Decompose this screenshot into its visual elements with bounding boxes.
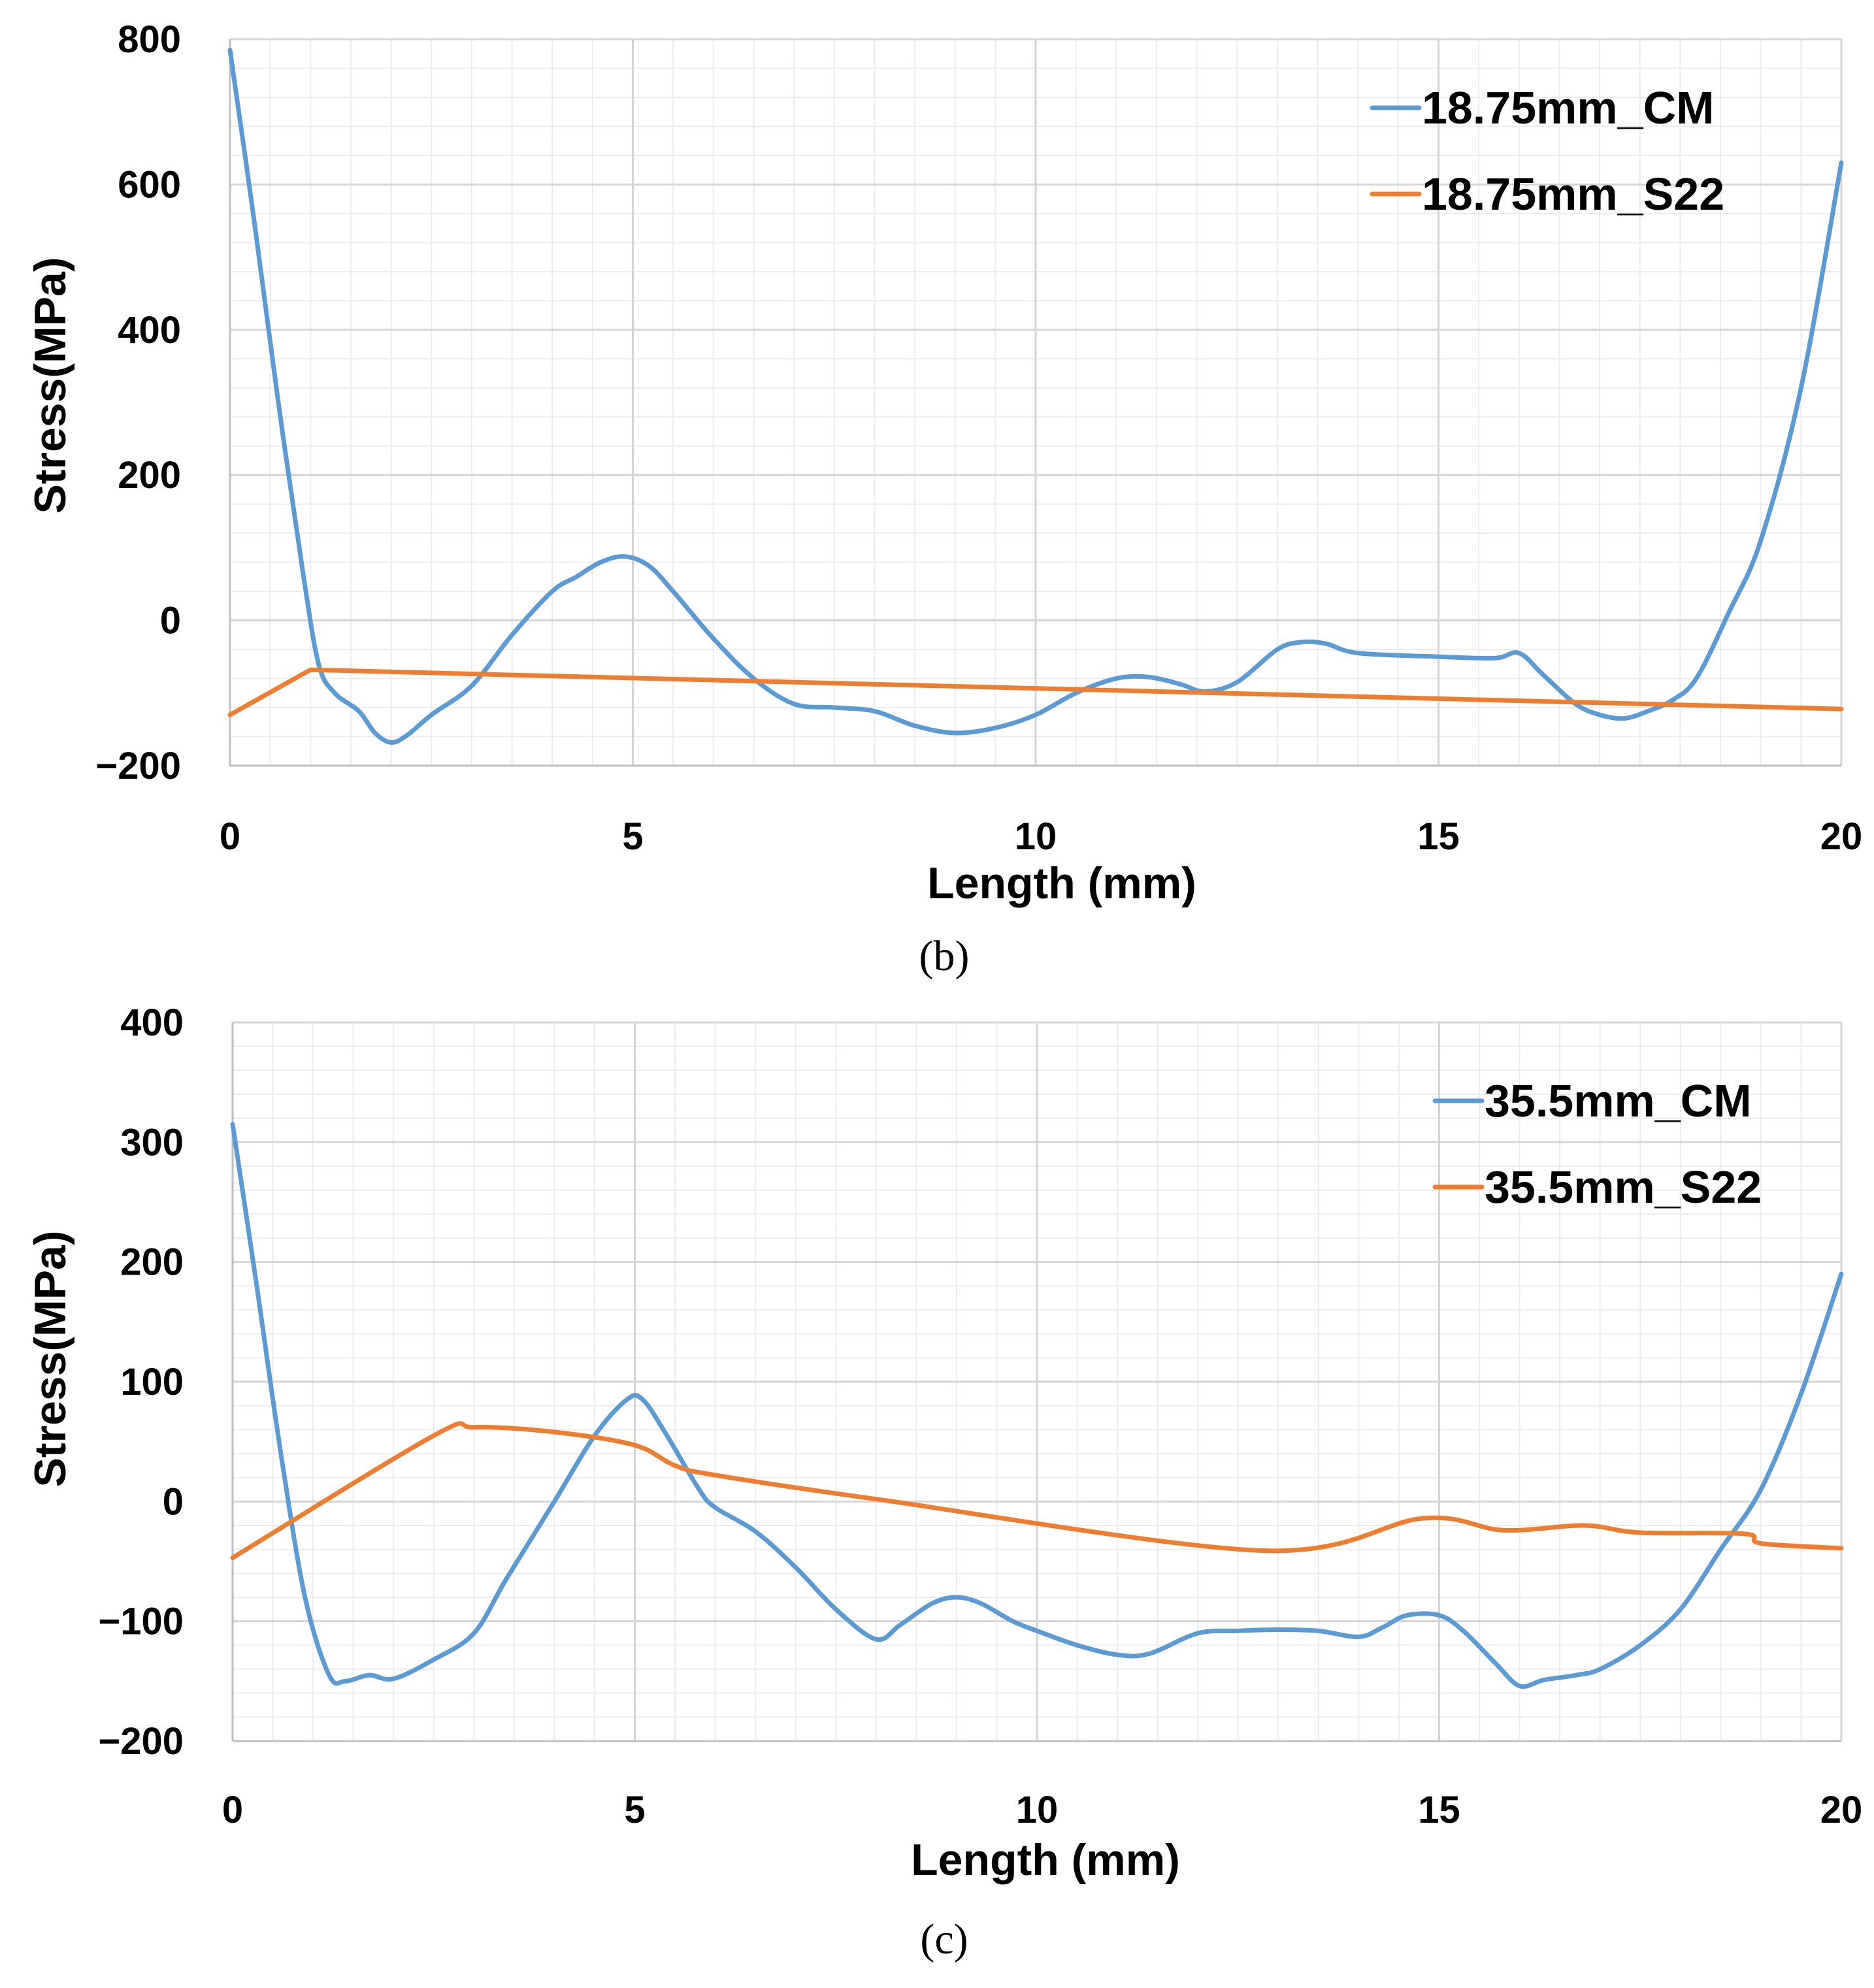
chart-c-y-tick-labels: −200 −100 0 100 200 300 400: [98, 1002, 184, 1763]
chart-b-y-axis-title: Stress(MPa): [25, 257, 75, 513]
y-tick-label: 800: [118, 18, 181, 61]
x-tick-label: 0: [222, 1789, 243, 1831]
y-tick-label: 400: [120, 1002, 184, 1044]
x-tick-label: 20: [1820, 815, 1863, 858]
y-tick-label: 0: [160, 600, 181, 642]
chart-c-plot-area: [230, 1122, 1844, 1689]
chart-b-plot-area: [227, 48, 1844, 745]
x-tick-label: 0: [220, 815, 240, 858]
series-line-18.75mm-s22: [227, 667, 1844, 717]
x-tick-label: 10: [1015, 815, 1057, 858]
y-tick-label: 600: [118, 163, 181, 206]
y-tick-label: 200: [120, 1241, 184, 1284]
y-tick-label: −100: [98, 1601, 184, 1643]
y-tick-label: −200: [95, 745, 181, 787]
chart-b-legend: 18.75mm_CM 18.75mm_S22: [1370, 82, 1724, 220]
chart-b-grid: [229, 38, 1843, 767]
y-tick-label: 400: [118, 309, 181, 351]
chart-c-legend: 35.5mm_CM 35.5mm_S22: [1432, 1075, 1762, 1213]
x-tick-label: 20: [1820, 1789, 1863, 1831]
x-tick-label: 10: [1016, 1789, 1059, 1831]
x-tick-label: 5: [624, 1789, 645, 1831]
x-tick-label: 15: [1417, 815, 1460, 858]
chart-c: −200 −100 0 100 200 300 400 0 5 10 15 20 Stress(MP…: [25, 1002, 1862, 1963]
series-line-35.5mm-cm: [230, 1122, 1844, 1689]
y-tick-label: 300: [120, 1121, 184, 1164]
chart-b-x-tick-labels: 0 5 10 15 20: [220, 815, 1862, 858]
legend-label-18.75mm-s22: 18.75mm_S22: [1422, 169, 1724, 220]
y-tick-label: 100: [120, 1361, 184, 1403]
y-tick-label: 0: [163, 1480, 184, 1523]
chart-c-x-tick-labels: 0 5 10 15 20: [222, 1789, 1862, 1831]
legend-label-35.5mm-s22: 35.5mm_S22: [1485, 1162, 1762, 1213]
chart-b-caption: (b): [919, 932, 970, 980]
legend-label-18.75mm-cm: 18.75mm_CM: [1422, 82, 1714, 133]
series-line-35.5mm-s22: [230, 1421, 1844, 1560]
chart-b-x-axis-title: Length (mm): [927, 858, 1196, 908]
chart-c-caption: (c): [920, 1915, 968, 1963]
chart-c-x-axis-title: Length (mm): [911, 1835, 1180, 1885]
chart-b-axes: [229, 39, 1841, 767]
chart-b-y-tick-labels: −200 0 200 400 600 800: [95, 18, 181, 787]
chart-b: −200 0 200 400 600 800 0 5 10 15 20 Stress(MPa) L…: [25, 18, 1862, 980]
series-line-18.75mm-cm: [227, 48, 1844, 745]
legend-label-35.5mm-cm: 35.5mm_CM: [1485, 1075, 1752, 1126]
y-tick-label: −200: [98, 1720, 184, 1763]
x-tick-label: 15: [1418, 1789, 1460, 1831]
chart-c-y-axis-title: Stress(MPa): [25, 1230, 75, 1487]
y-tick-label: 200: [118, 454, 181, 497]
chart-c-axes: [231, 1022, 1841, 1742]
x-tick-label: 5: [622, 815, 643, 858]
